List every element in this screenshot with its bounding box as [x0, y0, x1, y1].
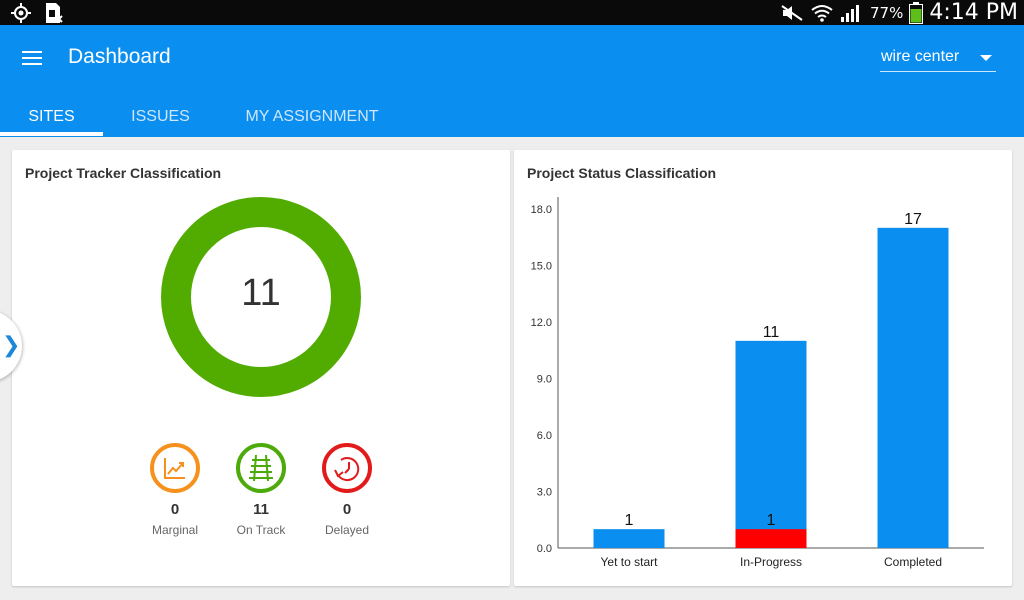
stat-on-track-count: 11 — [253, 501, 269, 518]
battery-icon — [909, 1, 924, 24]
stat-on-track[interactable]: 11 On Track — [221, 443, 301, 537]
delayed-clock-icon — [322, 443, 372, 493]
x-tick-label: Yet to start — [601, 555, 659, 569]
y-tick-label: 0.0 — [537, 543, 552, 555]
tab-bar: SITES ISSUES MY ASSIGNMENT — [0, 97, 1024, 137]
location-select-value: wire center — [881, 48, 960, 65]
active-tab-indicator — [0, 132, 103, 136]
chevron-right-icon: ❯ — [2, 333, 21, 358]
sim-card-icon — [46, 3, 63, 23]
bar-data-label: 17 — [904, 211, 922, 228]
bar-yet-to-start — [593, 529, 665, 548]
stat-delayed-count: 0 — [342, 501, 352, 518]
page-title: Dashboard — [68, 45, 171, 68]
x-tick-label: Completed — [884, 555, 942, 569]
trend-chart-icon — [150, 443, 200, 493]
status-time: 4:14 PM — [929, 0, 1018, 25]
tab-my-assignment[interactable]: MY ASSIGNMENT — [245, 108, 379, 125]
tab-sites[interactable]: SITES — [28, 108, 75, 125]
wifi-icon — [811, 4, 833, 22]
chevron-down-icon — [980, 55, 992, 61]
tab-issues[interactable]: ISSUES — [131, 108, 190, 125]
x-tick-label: In-Progress — [740, 555, 802, 569]
hamburger-icon[interactable] — [22, 47, 50, 69]
y-tick-label: 3.0 — [537, 487, 552, 499]
tracker-total-value: 11 — [241, 272, 281, 314]
project-status-card: Project Status Classification 0.0 3.0 6.0 9… — [514, 150, 1012, 586]
y-tick-label: 9.0 — [537, 374, 552, 386]
bar-data-label: 11 — [763, 324, 780, 341]
stat-marginal-count: 0 — [170, 501, 180, 518]
bar-in-progress — [735, 340, 807, 548]
side-drawer-handle[interactable]: ❯ — [0, 310, 22, 382]
y-tick-label: 18.0 — [531, 204, 552, 216]
y-tick-label: 15.0 — [531, 261, 552, 273]
stat-on-track-label: On Track — [236, 523, 286, 537]
bar-data-label: 1 — [625, 512, 634, 529]
bar-segment-in-progress — [735, 529, 807, 548]
stat-marginal-label: Marginal — [151, 523, 199, 537]
app-bar: Dashboard wire center SITES ISSUES MY AS… — [0, 25, 1024, 137]
stat-delayed-label: Delayed — [324, 523, 370, 537]
bar-segment-data-label: 1 — [767, 512, 776, 529]
status-bar: 77% 4:14 PM — [0, 0, 1024, 25]
gps-icon — [11, 3, 31, 23]
y-tick-label: 12.0 — [531, 317, 552, 329]
project-tracker-card: Project Tracker Classification 11 0 Marg… — [12, 150, 510, 586]
mute-icon — [781, 4, 803, 21]
tracker-donut-chart — [161, 197, 361, 397]
stat-delayed[interactable]: 0 Delayed — [307, 443, 387, 537]
battery-percent: 77% — [870, 3, 904, 22]
location-select[interactable]: wire center — [880, 47, 996, 72]
railway-track-icon — [236, 443, 286, 493]
signal-icon — [841, 4, 859, 22]
y-tick-label: 6.0 — [537, 430, 552, 442]
stat-marginal[interactable]: 0 Marginal — [135, 443, 215, 537]
tracker-card-title: Project Tracker Classification — [25, 165, 222, 181]
bar-completed — [877, 227, 949, 548]
status-card-title: Project Status Classification — [527, 165, 717, 181]
